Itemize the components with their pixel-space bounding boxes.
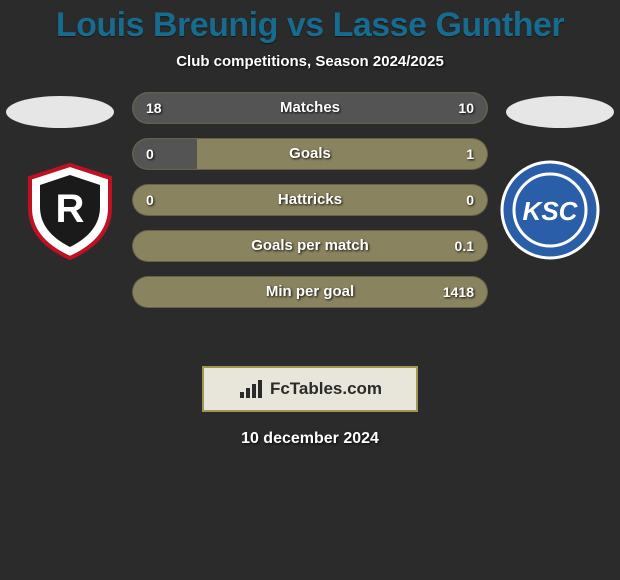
stat-value-right: 1418	[443, 276, 474, 308]
stat-value-right: 10	[458, 92, 474, 124]
stat-bars: Matches1810Goals01Hattricks00Goals per m…	[132, 92, 488, 322]
stat-label: Min per goal	[132, 276, 488, 308]
stat-value-right: 1	[466, 138, 474, 170]
snapshot-date: 10 december 2024	[0, 430, 620, 448]
stat-row: Min per goal1418	[132, 276, 488, 308]
bar-chart-icon	[238, 378, 264, 400]
site-logo: FcTables.com	[202, 366, 418, 412]
subtitle: Club competitions, Season 2024/2025	[0, 53, 620, 70]
site-logo-text: FcTables.com	[270, 379, 382, 399]
club-badge-left: R	[20, 160, 120, 260]
stat-row: Goals0 1	[132, 138, 488, 170]
badge-left-letter: R	[56, 187, 85, 231]
stat-label: Goals per match	[132, 230, 488, 262]
stat-label: Goals	[132, 138, 488, 170]
stat-value-right: 0.1	[455, 230, 474, 262]
page-title: Louis Breunig vs Lasse Gunther	[0, 0, 620, 45]
player-photo-placeholder-right	[506, 96, 614, 128]
stat-row: Matches18 10	[132, 92, 488, 124]
comparison-area: R KSC Matches1810Goals01Hattricks00Goals…	[0, 92, 620, 352]
stat-row: Hattricks0 0	[132, 184, 488, 216]
stat-row: Goals per match0.1	[132, 230, 488, 262]
stat-label: Hattricks	[132, 184, 488, 216]
stat-value-left: 18	[146, 92, 162, 124]
stat-value-left: 0	[146, 138, 154, 170]
stat-label: Matches	[132, 92, 488, 124]
player-photo-placeholder-left	[6, 96, 114, 128]
stat-value-left: 0	[146, 184, 154, 216]
stat-value-right: 0	[466, 184, 474, 216]
club-badge-right: KSC	[500, 160, 600, 260]
badge-right-letters: KSC	[523, 196, 579, 226]
